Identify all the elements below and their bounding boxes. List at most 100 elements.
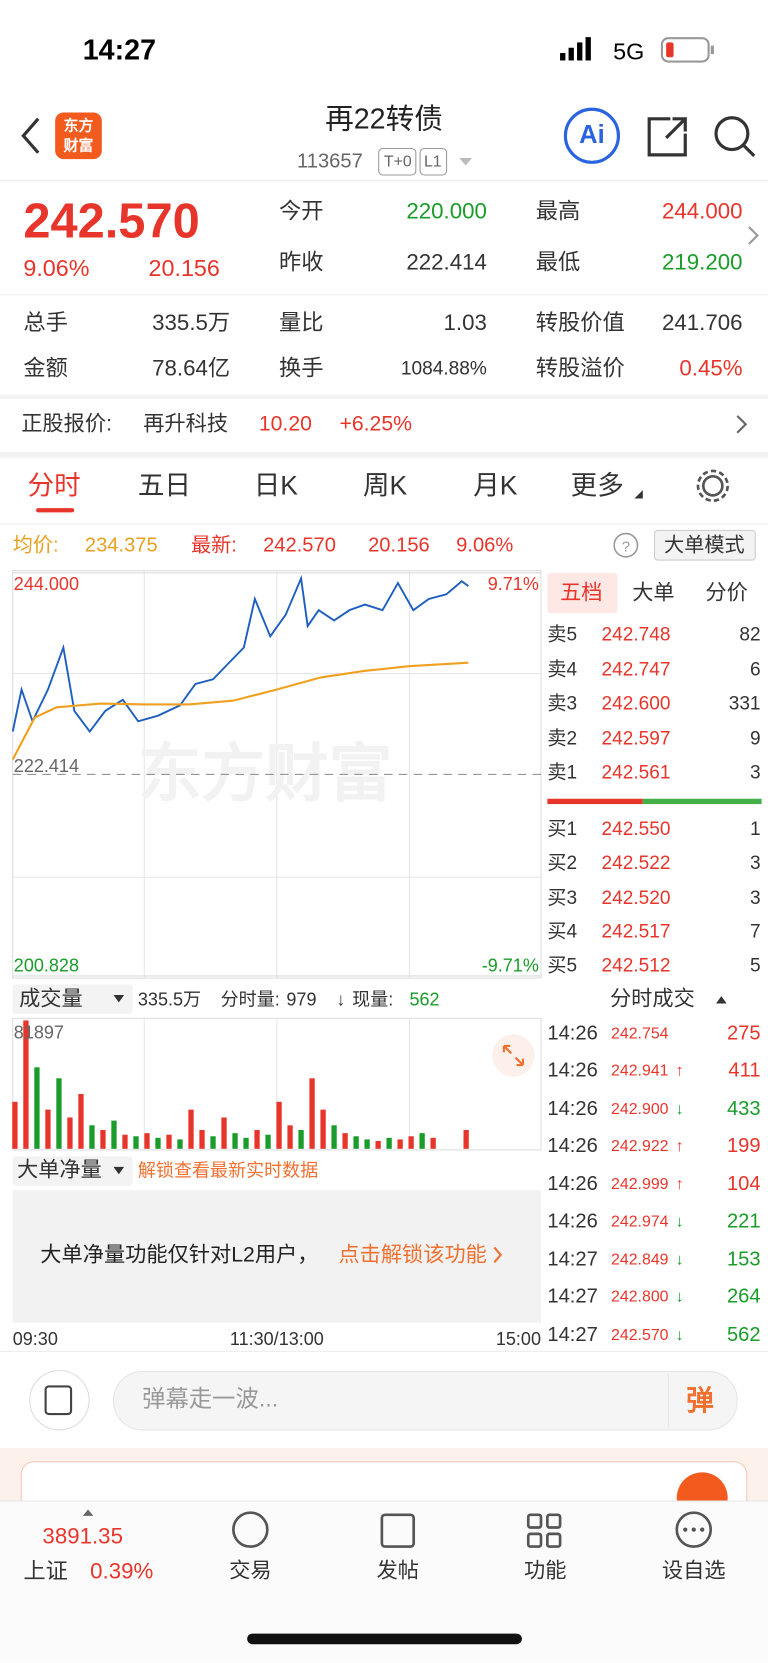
tab[interactable]: 日K bbox=[253, 470, 298, 501]
book-label: 卖5 bbox=[547, 623, 578, 645]
trade-volume: 264 bbox=[726, 1285, 761, 1308]
book-tab[interactable]: 大单 bbox=[632, 581, 675, 605]
book-price: 242.748 bbox=[601, 623, 671, 645]
trade-volume: 221 bbox=[726, 1210, 761, 1233]
trade-dir: ↓ bbox=[675, 1250, 684, 1269]
index-percent: 0.39% bbox=[90, 1558, 154, 1584]
trade-price: 242.570 bbox=[611, 1325, 669, 1344]
trade-time: 14:27 bbox=[547, 1247, 598, 1271]
trade-time: 14:26 bbox=[547, 1097, 598, 1120]
trade-dir: ↑ bbox=[675, 1174, 684, 1193]
volume-bar bbox=[23, 1020, 29, 1149]
stock-price: 10.20 bbox=[258, 412, 312, 436]
tab[interactable]: 周K bbox=[362, 470, 408, 501]
field-value: 0.45% bbox=[679, 355, 743, 381]
trade-price: 242.941 bbox=[611, 1061, 669, 1080]
volume-bar bbox=[298, 1130, 304, 1149]
tab[interactable]: 分时 bbox=[27, 470, 81, 501]
tab[interactable]: 更多 bbox=[570, 470, 624, 501]
trade-volume: 562 bbox=[726, 1323, 761, 1346]
stock-percent: +6.25% bbox=[339, 412, 412, 436]
volume-bar bbox=[122, 1134, 128, 1149]
book-volume: 6 bbox=[749, 658, 761, 680]
unlock-link[interactable]: 点击解锁该功能 bbox=[338, 1243, 487, 1267]
volume-bar bbox=[111, 1120, 117, 1149]
tab[interactable]: 月K bbox=[473, 470, 518, 501]
stock-label: 正股报价: bbox=[21, 412, 112, 436]
trades-title: 分时成交 bbox=[609, 987, 695, 1011]
field-label: 今开 bbox=[278, 198, 324, 224]
volume-bar bbox=[364, 1139, 370, 1149]
trade-time: 14:26 bbox=[547, 1210, 598, 1233]
volume-bar bbox=[276, 1101, 282, 1149]
book-price: 242.522 bbox=[601, 851, 671, 874]
comment-input[interactable]: 弹幕走一波... bbox=[142, 1385, 279, 1412]
field-value: 78.64亿 bbox=[152, 355, 231, 381]
stock-name: 再升科技 bbox=[143, 412, 229, 436]
unlock-hint: 解锁查看最新实时数据 bbox=[137, 1159, 319, 1181]
title: 再22转债 bbox=[325, 102, 443, 135]
nav-item[interactable]: 功能 bbox=[524, 1559, 567, 1583]
book-price: 242.512 bbox=[601, 954, 671, 976]
trade-time: 14:27 bbox=[547, 1323, 598, 1346]
volume-bar bbox=[133, 1136, 139, 1149]
y-tick-label: 222.414 bbox=[13, 755, 79, 776]
field-label: 量比 bbox=[278, 310, 324, 335]
tag: L1 bbox=[423, 152, 442, 171]
book-label: 买2 bbox=[547, 851, 578, 874]
trade-time: 14:26 bbox=[547, 1172, 598, 1195]
trade-price: 242.974 bbox=[611, 1212, 669, 1231]
price: 242.570 bbox=[23, 193, 200, 249]
trade-price: 242.922 bbox=[611, 1137, 669, 1156]
time-volume-label: 分时量: bbox=[220, 989, 280, 1010]
nav-item[interactable]: 交易 bbox=[229, 1559, 272, 1583]
tag: T+0 bbox=[383, 152, 412, 171]
field-label: 昨收 bbox=[278, 249, 324, 275]
nav-item[interactable]: 发帖 bbox=[376, 1559, 420, 1583]
x-tick-label: 11:30/13:00 bbox=[229, 1328, 324, 1349]
volume-bar bbox=[386, 1137, 392, 1149]
mode-button[interactable]: 大单模式 bbox=[664, 534, 745, 557]
nav-item[interactable]: 设自选 bbox=[661, 1559, 726, 1583]
latest: 242.570 bbox=[263, 534, 336, 557]
trade-time: 14:26 bbox=[547, 1059, 598, 1082]
book-price: 242.747 bbox=[601, 658, 671, 680]
trade-price: 242.754 bbox=[611, 1024, 669, 1043]
book-price: 242.517 bbox=[601, 920, 671, 942]
book-label: 卖3 bbox=[547, 692, 578, 714]
net-label: 大单净量 bbox=[16, 1158, 102, 1182]
book-volume: 1 bbox=[749, 817, 761, 840]
volume-bar bbox=[166, 1134, 172, 1149]
latest-change: 20.156 bbox=[368, 534, 430, 557]
volume-bar bbox=[89, 1125, 95, 1149]
field-label: 金额 bbox=[23, 355, 68, 381]
field-label: 最低 bbox=[535, 249, 581, 275]
volume-bar bbox=[232, 1133, 238, 1149]
svg-text:?: ? bbox=[622, 540, 630, 556]
field-value: 244.000 bbox=[662, 198, 743, 224]
trade-time: 14:26 bbox=[547, 1022, 598, 1045]
y2-tick-label: -9.71% bbox=[481, 955, 539, 976]
volume-bar bbox=[287, 1125, 293, 1149]
trade-volume: 153 bbox=[726, 1247, 761, 1271]
book-tab[interactable]: 分价 bbox=[705, 581, 748, 605]
price-line bbox=[11, 661, 469, 761]
volume-bar bbox=[221, 1117, 227, 1149]
book-volume: 3 bbox=[749, 761, 761, 783]
volume-bar bbox=[45, 1109, 51, 1149]
latest-percent: 9.06% bbox=[456, 534, 514, 557]
tab[interactable]: 五日 bbox=[137, 470, 191, 501]
book-tab[interactable]: 五档 bbox=[560, 581, 603, 605]
danmaku-button[interactable]: 弹 bbox=[686, 1384, 714, 1417]
volume-bar bbox=[56, 1078, 62, 1149]
volume-bar bbox=[188, 1109, 194, 1149]
field-value: 219.200 bbox=[662, 249, 743, 275]
trade-volume: 411 bbox=[728, 1059, 761, 1082]
now-volume-label: 现量: bbox=[352, 989, 394, 1010]
trade-dir: ↓ bbox=[675, 1099, 684, 1118]
trade-price: 242.999 bbox=[611, 1174, 669, 1193]
logo: 财富 bbox=[63, 136, 94, 154]
percent: 9.06% bbox=[23, 254, 90, 282]
